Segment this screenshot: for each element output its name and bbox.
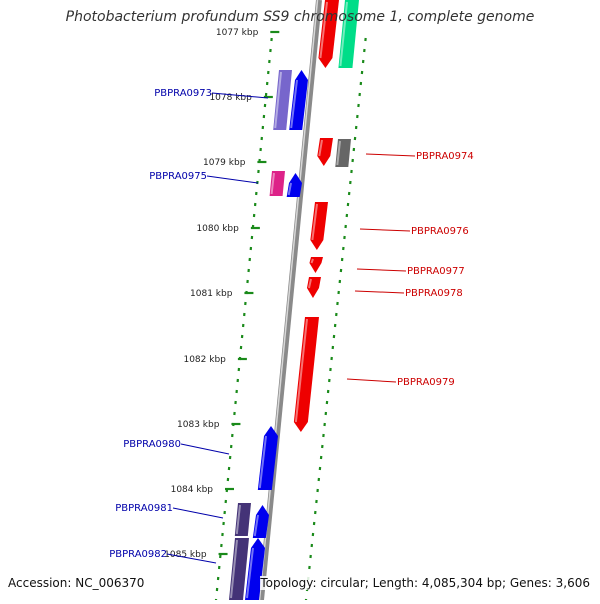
ruler-label: 1081 kbp [190, 289, 233, 299]
map-title: Photobacterium profundum SS9 chromosome … [0, 9, 600, 25]
ruler-label: 1077 kbp [216, 28, 259, 38]
ruler-label: 1082 kbp [183, 355, 226, 365]
left-label-leader [207, 176, 258, 183]
right-label-leader [355, 291, 404, 293]
ruler-label: 1083 kbp [177, 420, 220, 430]
left-label-leader [181, 444, 229, 454]
left-gene-label: PBPRA0980 [123, 439, 181, 450]
right-gene-label: PBPRA0974 [416, 151, 474, 162]
ruler-label: 1084 kbp [171, 485, 214, 495]
ruler-label: 1079 kbp [203, 158, 246, 168]
right-label-leader [360, 229, 410, 231]
topology-text: Topology: circular; Length: 4,085,304 bp… [260, 576, 590, 590]
right-gene-label: PBPRA0978 [405, 288, 463, 299]
left-gene-label: PBPRA0982 [109, 549, 167, 560]
right-gene-label: PBPRA0979 [397, 377, 455, 388]
right-gene-label: PBPRA0977 [407, 266, 465, 277]
gene-pbpra0977 [309, 257, 323, 273]
left-label-leader [173, 508, 223, 518]
left-gene-label: PBPRA0973 [154, 88, 212, 99]
right-label-leader [357, 269, 406, 271]
left-gene-label: PBPRA0981 [115, 503, 173, 514]
ruler-label: 1080 kbp [196, 224, 239, 234]
right-label-leader [366, 154, 415, 156]
right-label-leader [347, 379, 396, 382]
right-gene-label: PBPRA0976 [411, 226, 469, 237]
left-gene-label: PBPRA0975 [149, 171, 207, 182]
gene-pbpra0976 [310, 202, 328, 250]
accession-text: Accession: NC_006370 [8, 576, 144, 590]
